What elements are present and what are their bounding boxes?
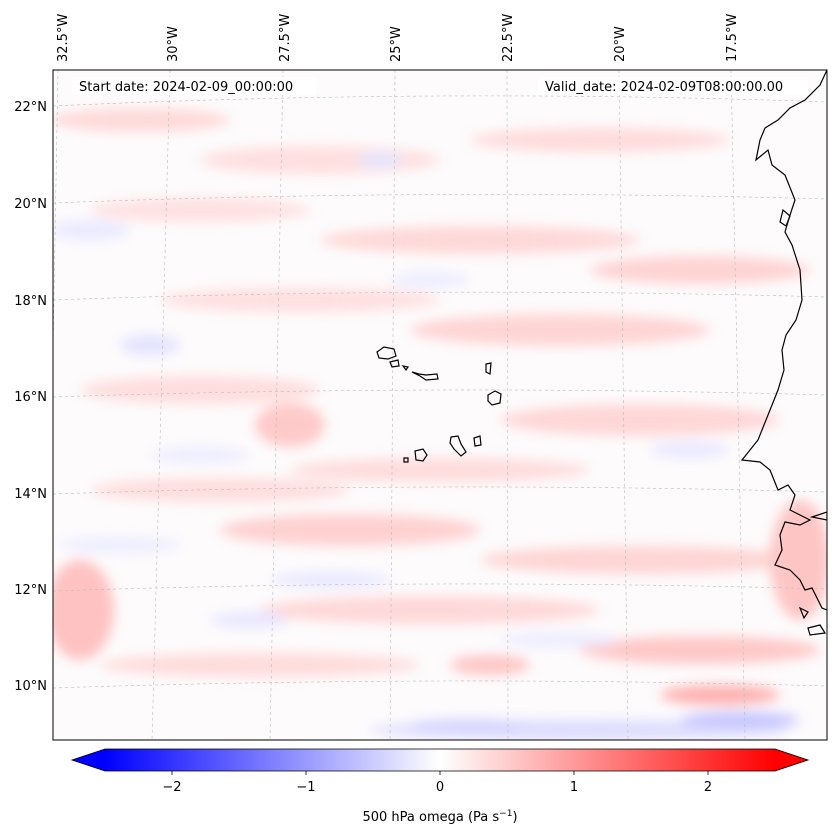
start-date-box <box>72 77 316 95</box>
lon-label-20w: 20°W <box>613 26 628 62</box>
lat-label-10n: 10°N <box>14 679 47 694</box>
island-santiago <box>449 435 467 457</box>
lon-label-17-5w: 17.5°W <box>725 14 740 62</box>
lon-label-32-5w: 32.5°W <box>56 14 71 62</box>
valid-date-box <box>538 77 808 95</box>
island-santo-antao <box>376 346 397 360</box>
colorbar-label-end: ) <box>512 810 517 825</box>
island-fogo <box>414 448 428 462</box>
valid-date-label: Valid_date: 2024-02-09T08:00:00.00 <box>545 80 783 95</box>
lat-label-20n: 20°N <box>14 197 47 212</box>
map-panel: Start date: 2024-02-09_00:00:00 Valid_da… <box>52 69 828 741</box>
island-maio <box>473 435 482 447</box>
lat-label-16n: 16°N <box>14 390 47 405</box>
colorbar-label: 500 hPa omega (Pa s−1) <box>362 809 517 825</box>
coast-island-c <box>809 511 827 521</box>
island-brava <box>403 457 409 463</box>
lon-label-22-5w: 22.5°W <box>501 14 516 62</box>
lon-label-30w: 30°W <box>166 26 181 62</box>
coastline <box>740 70 827 636</box>
cbar-tick-1: 1 <box>570 780 578 795</box>
colorbar-ticks <box>171 771 709 775</box>
lon-labels: 32.5°W 30°W 27.5°W 25°W 22.5°W 20°W 17.5… <box>56 14 740 62</box>
start-date-label: Start date: 2024-02-09_00:00:00 <box>79 80 293 95</box>
island-boa-vista <box>487 390 502 406</box>
omega-field <box>53 108 827 740</box>
lon-label-25w: 25°W <box>389 26 404 62</box>
colorbar-extend-min <box>72 749 105 771</box>
colorbar-extend-max <box>775 749 808 771</box>
island-santa-luzia <box>401 365 409 372</box>
island-sal <box>485 362 492 375</box>
cbar-tick-0: 0 <box>436 780 444 795</box>
lat-label-12n: 12°N <box>14 583 47 598</box>
cape-verde-islands <box>376 346 502 463</box>
island-sao-vicente <box>389 359 400 368</box>
lat-label-14n: 14°N <box>14 487 47 502</box>
colorbar-outline <box>70 748 810 772</box>
colorbar-label-main: 500 hPa omega (Pa s <box>362 810 499 825</box>
cbar-tick-m2: −2 <box>162 780 181 795</box>
africa-coast <box>740 70 827 611</box>
coast-island-a <box>798 606 809 620</box>
colorbar-gradient <box>105 749 775 771</box>
map-background <box>53 70 827 740</box>
island-sao-nicolau <box>411 371 439 381</box>
lon-label-27-5w: 27.5°W <box>278 14 293 62</box>
cbar-tick-2: 2 <box>704 780 712 795</box>
colorbar: −2 −1 0 1 2 500 hPa omega (Pa s−1) <box>70 748 810 825</box>
lat-label-22n: 22°N <box>14 100 47 115</box>
coast-inlet <box>779 208 791 227</box>
cbar-tick-m1: −1 <box>296 780 315 795</box>
map-frame <box>52 69 828 741</box>
gridlines <box>53 70 827 740</box>
colorbar-label-sup: −1 <box>499 809 512 819</box>
lat-labels: 22°N 20°N 18°N 16°N 14°N 12°N 10°N <box>14 100 47 694</box>
lat-label-18n: 18°N <box>14 294 47 309</box>
coast-island-b <box>807 624 827 636</box>
